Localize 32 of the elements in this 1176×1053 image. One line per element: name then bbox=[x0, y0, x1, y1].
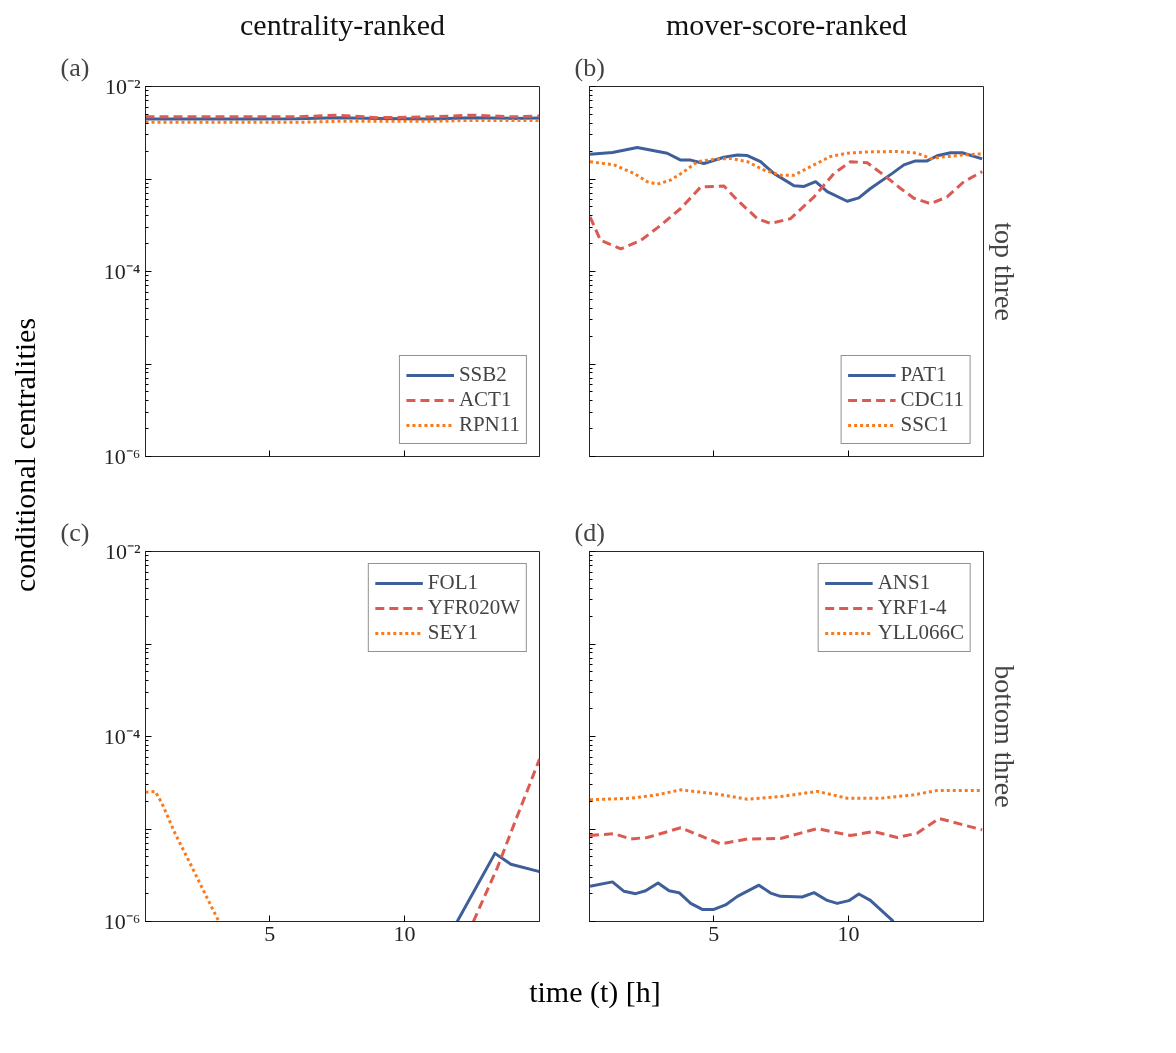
y-tick-label: 10⁻² bbox=[104, 539, 141, 564]
text: (d) bbox=[574, 517, 605, 547]
legend-label: YFR020W bbox=[427, 595, 520, 620]
text: bottom three bbox=[988, 665, 1020, 808]
legend-label: YLL066C bbox=[877, 620, 964, 645]
legend-label: FOL1 bbox=[427, 570, 478, 595]
text: (b) bbox=[574, 52, 605, 82]
y-tick-label: 10⁻⁴ bbox=[103, 259, 141, 284]
legend-label: SEY1 bbox=[427, 620, 478, 645]
text: top three bbox=[988, 222, 1020, 321]
x-tick-label: 10 bbox=[837, 920, 860, 946]
chart-title: mover-score-ranked bbox=[666, 7, 907, 41]
text: (c) bbox=[60, 517, 90, 547]
legend-label: SSB2 bbox=[458, 362, 507, 387]
text: (a) bbox=[60, 52, 90, 82]
x-tick-label: 5 bbox=[264, 920, 276, 946]
y-tick-label: 10⁻⁶ bbox=[103, 909, 141, 934]
legend-label: ACT1 bbox=[458, 387, 512, 412]
x-tick-label: 10 bbox=[393, 920, 416, 946]
legend-label: PAT1 bbox=[900, 362, 947, 387]
chart-title: centrality-ranked bbox=[240, 7, 445, 41]
y-tick-label: 10⁻² bbox=[104, 74, 141, 99]
x-tick-label: 5 bbox=[708, 920, 720, 946]
legend-label: ANS1 bbox=[877, 570, 931, 595]
legend-label: SSC1 bbox=[900, 412, 949, 437]
y-tick-label: 10⁻⁴ bbox=[103, 724, 141, 749]
x-axis-title: time (t) [h] bbox=[529, 974, 661, 1010]
y-tick-label: 10⁻⁶ bbox=[103, 444, 141, 469]
legend-label: CDC11 bbox=[900, 387, 964, 412]
y-axis-title: conditional centralities bbox=[6, 317, 42, 593]
legend-label: RPN11 bbox=[458, 412, 520, 437]
legend-label: YRF1-4 bbox=[877, 595, 947, 620]
